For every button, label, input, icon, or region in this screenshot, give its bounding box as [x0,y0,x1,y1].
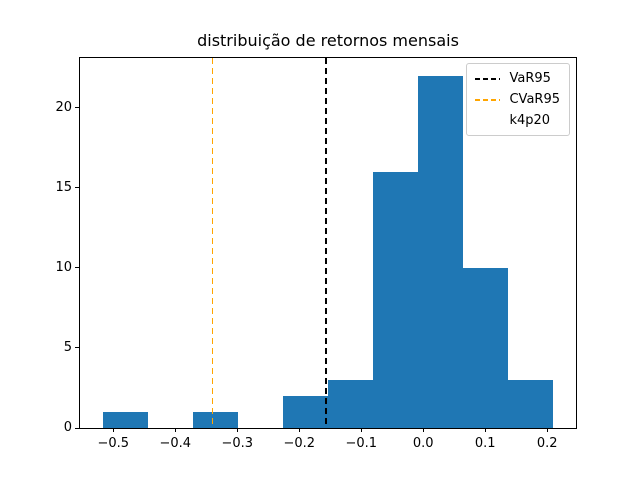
y-tick [75,107,79,109]
histogram-bar [282,395,328,428]
legend-handle-dashed-line [475,77,501,80]
x-tick-label: −0.2 [283,436,316,451]
histogram-bar [418,75,464,428]
x-tick-label: −0.1 [345,436,378,451]
legend-entry: VaR95 [475,68,560,89]
x-tick [174,428,176,432]
legend-entry: k4p20 [475,110,560,131]
x-tick [484,428,486,432]
vline-cvar95 [211,58,214,428]
x-tick-label: −0.5 [97,436,130,451]
x-tick-label: −0.4 [159,436,192,451]
histogram-bar [327,379,373,428]
y-tick [75,427,79,429]
y-tick-label: 15 [55,179,72,195]
legend-label: k4p20 [509,113,551,128]
y-tick-label: 0 [63,420,72,435]
legend-handle-dashed-line [475,98,501,101]
plot-area: VaR95 CVaR95 k4p20 −0.5 −0.4 −0.3 −0.2 −0.1 0.0… [55,57,577,451]
y-tick [75,347,79,349]
chart-title: distribuição de retornos mensais [197,31,459,50]
y-tick-label: 5 [63,339,72,355]
legend-handle-empty [475,120,500,122]
legend: VaR95 CVaR95 k4p20 [466,63,570,136]
legend-entry: CVaR95 [475,89,560,110]
x-tick [298,428,300,432]
histogram-bar [102,411,148,428]
legend-label: CVaR95 [509,92,560,107]
x-tick [112,428,114,432]
x-tick-label: 0.1 [474,436,496,451]
y-tick-label: 20 [55,99,72,115]
histogram-bar [463,267,509,428]
x-tick-label: 0.2 [536,436,558,451]
y-tick [75,267,79,269]
x-tick-label: 0.0 [412,436,434,451]
histogram-bar [372,171,419,428]
x-tick-label: −0.3 [221,436,254,451]
x-tick [546,428,548,432]
x-tick [236,428,238,432]
y-tick [75,187,79,189]
legend-label: VaR95 [509,71,551,86]
x-tick [422,428,424,432]
histogram-bar [192,411,238,428]
x-tick [360,428,362,432]
y-tick-label: 10 [55,259,72,275]
histogram-bar [508,379,554,428]
vline-var95 [325,58,327,428]
